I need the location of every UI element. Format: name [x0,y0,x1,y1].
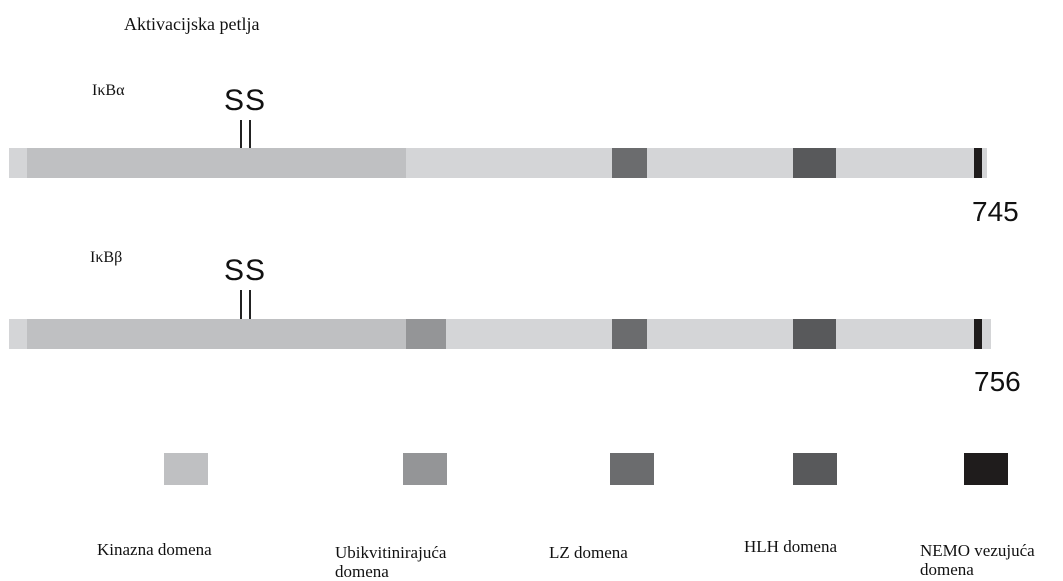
legend-label-lz: LZ domena [549,543,628,562]
kinase-domain [27,319,406,349]
legend-swatch-hlh [793,453,837,485]
lz-domain [612,148,647,178]
ubiquitin-domain [406,319,446,349]
protein-length-ikba: 745 [972,196,1019,227]
hlh-domain [793,319,836,349]
legend-label-kinase: Kinazna domena [97,540,212,559]
phospho-tick-ikba-1 [240,120,242,148]
protein-label-ikbb: IκBβ [90,249,123,266]
phospho-tick-ikbb-1 [240,290,242,319]
legend-label-nemo: NEMO vezujuća domena [920,541,1035,579]
legend-swatch-lz [610,453,654,485]
nemo-binding-domain [974,148,982,178]
kinase-domain [27,148,406,178]
hlh-domain [793,148,836,178]
protein-length-ikbb: 756 [974,366,1021,397]
phospho-tick-ikba-2 [249,120,251,148]
lz-domain [612,319,647,349]
legend-swatch-ubiquitin [403,453,447,485]
legend-swatch-nemo [964,453,1008,485]
legend-swatch-kinase [164,453,208,485]
protein-label-ikba: IκBα [92,82,125,99]
protein-bar-ikbb [9,319,991,349]
protein-bar-ikba [9,148,987,178]
legend-label-ubiquitin: Ubikvitinirajuća domena [335,543,447,581]
legend-label-hlh: HLH domena [744,537,838,556]
nemo-binding-domain [974,319,982,349]
phospho-site-label-ikba: SS [224,84,267,117]
activation-loop-title: Aktivacijska petlja [124,14,260,34]
phospho-tick-ikbb-2 [249,290,251,319]
phospho-site-label-ikbb: SS [224,254,267,287]
